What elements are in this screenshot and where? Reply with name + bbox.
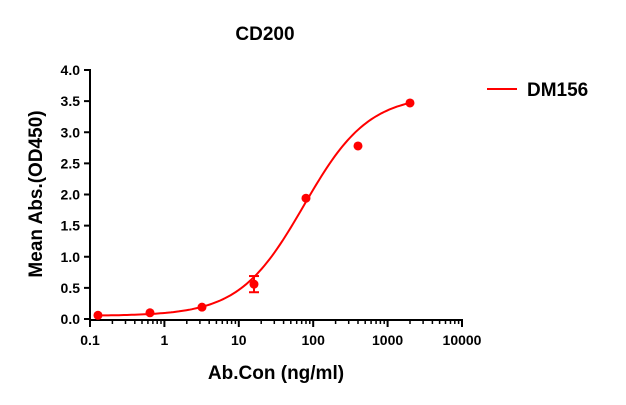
y-tick-label: 3.0 <box>61 124 81 140</box>
y-tick-label: 0.0 <box>61 311 81 327</box>
x-tick-label: 10000 <box>443 332 482 348</box>
y-axis-label: Mean Abs.(OD450) <box>26 110 47 277</box>
y-tick-label: 1.5 <box>61 218 81 234</box>
y-tick-label: 0.5 <box>61 280 81 296</box>
x-tick-label: 100 <box>302 332 326 348</box>
chart-title: CD200 <box>235 24 294 45</box>
data-point <box>301 193 311 203</box>
data-point <box>405 98 415 108</box>
data-point <box>197 302 207 312</box>
y-tick-label: 2.0 <box>61 187 81 203</box>
x-axis-label: Ab.Con (ng/ml) <box>208 363 344 384</box>
data-point <box>353 141 363 151</box>
data-point <box>145 308 155 318</box>
legend-label: DM156 <box>527 80 588 101</box>
data-point <box>93 310 103 320</box>
x-tick-label: 0.1 <box>80 332 100 348</box>
y-tick-label: 2.5 <box>61 155 81 171</box>
y-tick-label: 4.0 <box>61 62 81 78</box>
x-tick-label: 1000 <box>372 332 403 348</box>
y-tick-label: 1.0 <box>61 249 81 265</box>
data-point <box>249 279 259 289</box>
x-tick-label: 1 <box>161 332 169 348</box>
y-tick-label: 3.5 <box>61 93 81 109</box>
x-tick-label: 10 <box>231 332 247 348</box>
